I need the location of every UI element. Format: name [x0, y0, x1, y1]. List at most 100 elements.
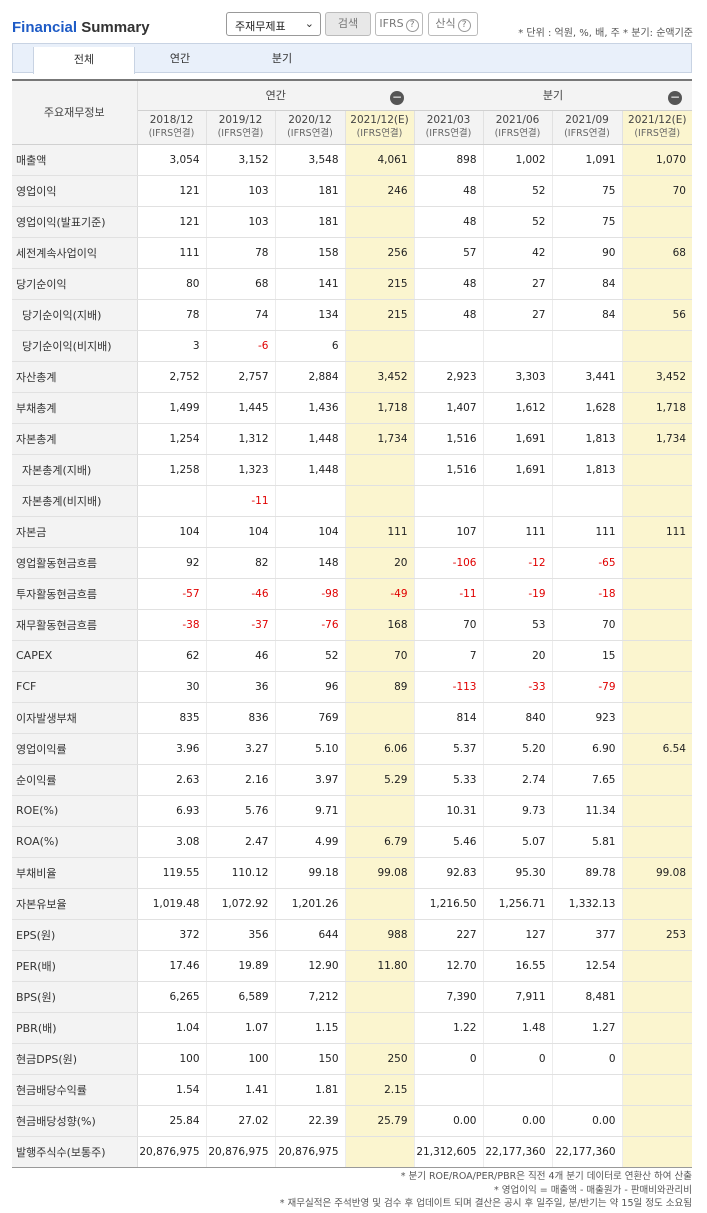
table-row: 당기순이익(지배) 78 74 134 215 48 27 84 56: [12, 299, 692, 331]
table-row: EPS(원) 372 356 644 988 227 127 377 253: [12, 919, 692, 951]
chevron-down-icon: ⌄: [304, 17, 314, 30]
tab-annual[interactable]: 연간: [169, 52, 191, 65]
table-cell: 1,734: [344, 423, 414, 455]
row-label: CAPEX: [12, 640, 138, 672]
table-cell: 141: [274, 268, 345, 300]
table-cell: 2.16: [205, 764, 275, 796]
table-cell: 68: [621, 237, 692, 269]
table-cell: 127: [482, 919, 552, 951]
table-cell: 42: [482, 237, 552, 269]
table-cell: 92.83: [413, 857, 483, 889]
column-basis: (IFRS연결): [564, 128, 610, 139]
table-cell: 148: [274, 547, 345, 579]
table-cell: 769: [274, 702, 345, 734]
table-cell: 80: [136, 268, 206, 300]
table-cell: 1,072.92: [205, 888, 275, 920]
table-cell: 1,813: [551, 423, 622, 455]
column-header: 2021/12(E) (IFRS연결): [621, 110, 692, 145]
tab-all[interactable]: 전체: [33, 47, 135, 74]
table-cell: 22.39: [274, 1105, 345, 1137]
table-cell: -6: [205, 330, 275, 362]
table-row: PER(배) 17.46 19.89 12.90 11.80 12.70 16.55 12.5…: [12, 950, 692, 982]
table-cell: 70: [344, 640, 414, 672]
table-cell: 1,448: [274, 423, 345, 455]
table-row: 당기순이익 80 68 141 215 48 27 84: [12, 268, 692, 300]
table-cell: [551, 330, 622, 362]
table-cell: 25.84: [136, 1105, 206, 1137]
table-cell: 48: [413, 268, 483, 300]
table-cell: 103: [205, 175, 275, 207]
table-row: 자본유보율 1,019.48 1,072.92 1,201.26 1,216.50 1,2…: [12, 888, 692, 920]
table-cell: 3,054: [136, 144, 206, 176]
table-cell: 168: [344, 609, 414, 641]
table-cell: 78: [205, 237, 275, 269]
table-cell: 121: [136, 206, 206, 238]
row-label: 현금배당성향(%): [12, 1105, 138, 1137]
table-cell: [413, 1074, 483, 1106]
table-cell: 75: [551, 206, 622, 238]
table-cell: 246: [344, 175, 414, 207]
table-cell: [621, 702, 692, 734]
table-cell: [344, 454, 414, 486]
table-cell: -98: [274, 578, 345, 610]
table-cell: 5.10: [274, 733, 345, 765]
table-cell: [344, 1136, 414, 1168]
table-cell: 150: [274, 1043, 345, 1075]
table-cell: 17.46: [136, 950, 206, 982]
table-cell: [621, 609, 692, 641]
table-cell: 1,258: [136, 454, 206, 486]
tab-quarterly[interactable]: 분기: [271, 52, 293, 65]
table-cell: 1,332.13: [551, 888, 622, 920]
footnote: * 분기 ROE/ROA/PER/PBR은 직전 4개 분기 데이터로 연환산 …: [400, 1171, 692, 1182]
column-period: 2020/12: [288, 114, 332, 126]
row-label: 현금배당수익률: [12, 1074, 138, 1106]
formula-button[interactable]: 산식?: [428, 12, 478, 36]
row-label: BPS(원): [12, 981, 138, 1013]
row-label: 당기순이익(비지배): [12, 330, 138, 362]
ifrs-button[interactable]: IFRS?: [375, 12, 423, 36]
table-cell: [344, 330, 414, 362]
table-cell: 110.12: [205, 857, 275, 889]
statement-select[interactable]: 주재무제표 ⌄: [226, 12, 321, 36]
table-cell: 6.93: [136, 795, 206, 827]
table-cell: 10.31: [413, 795, 483, 827]
row-label: 발행주식수(보통주): [12, 1136, 138, 1168]
table-cell: 20,876,975: [205, 1136, 275, 1168]
table-cell: 6.06: [344, 733, 414, 765]
table-cell: 12.90: [274, 950, 345, 982]
collapse-quarter-icon[interactable]: −: [668, 90, 682, 105]
table-cell: 5.37: [413, 733, 483, 765]
table-cell: [621, 950, 692, 982]
table-cell: 22,177,360: [482, 1136, 552, 1168]
row-label: 당기순이익(지배): [12, 299, 138, 331]
table-row: 현금배당성향(%) 25.84 27.02 22.39 25.79 0.00 0.00 0.0…: [12, 1105, 692, 1137]
table-cell: 835: [136, 702, 206, 734]
table-cell: 70: [413, 609, 483, 641]
row-label: ROA(%): [12, 826, 138, 858]
table-cell: 1,201.26: [274, 888, 345, 920]
table-cell: 104: [136, 516, 206, 548]
table-cell: [621, 888, 692, 920]
table-cell: 111: [482, 516, 552, 548]
table-row: 부채비율 119.55 110.12 99.18 99.08 92.83 95.30 89.7…: [12, 857, 692, 889]
table-cell: 1,612: [482, 392, 552, 424]
row-label: 세전계속사업이익: [12, 237, 138, 269]
table-row: 자산총계 2,752 2,757 2,884 3,452 2,923 3,303 3,441 3…: [12, 361, 692, 393]
table-cell: 9.71: [274, 795, 345, 827]
table-cell: 1,691: [482, 454, 552, 486]
table-cell: 0: [482, 1043, 552, 1075]
table-cell: 0.00: [413, 1105, 483, 1137]
annual-group-header: 연간 −: [137, 79, 414, 111]
table-cell: 1,002: [482, 144, 552, 176]
collapse-annual-icon[interactable]: −: [390, 90, 404, 105]
ifrs-label: IFRS: [379, 17, 404, 30]
table-row: 자본총계(지배) 1,258 1,323 1,448 1,516 1,691 1,813: [12, 454, 692, 486]
table-cell: 111: [344, 516, 414, 548]
column-basis: (IFRS연결): [425, 128, 472, 139]
table-cell: 3.08: [136, 826, 206, 858]
row-label: 자본총계(지배): [12, 454, 138, 486]
table-cell: -33: [482, 671, 552, 703]
table-cell: 20: [482, 640, 552, 672]
search-button[interactable]: 검색: [325, 12, 371, 36]
table-cell: 372: [136, 919, 206, 951]
